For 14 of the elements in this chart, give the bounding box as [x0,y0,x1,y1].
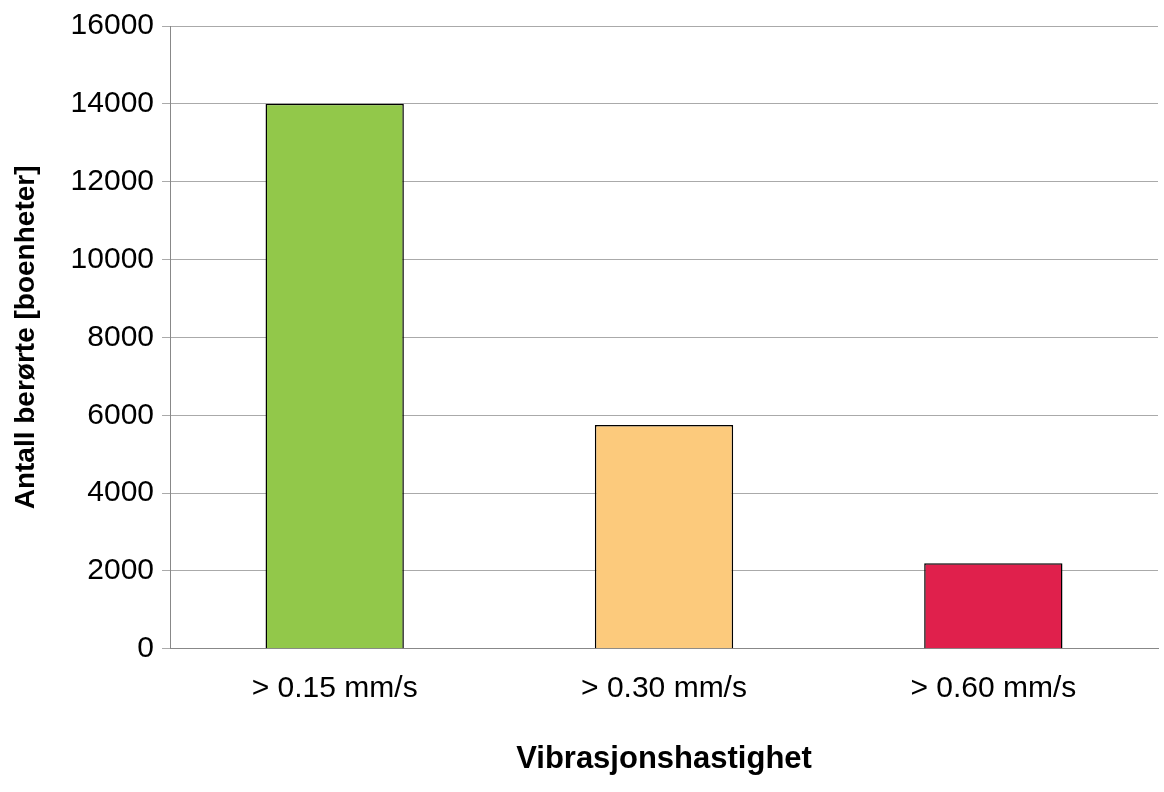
y-tick-label: 6000 [87,396,155,430]
x-tick-label: > 0.15 mm/s [251,670,418,704]
y-tick-label: 0 [137,630,155,664]
y-tick-label: 12000 [70,162,155,196]
x-tick-label: > 0.30 mm/s [581,670,747,704]
y-axis-title: Antall berørte [boenheter] [8,165,40,510]
y-tick-label: 14000 [70,85,155,119]
y-tick-label: 16000 [70,7,155,41]
y-tick-label: 4000 [87,474,155,508]
x-tick-label: > 0.60 mm/s [910,670,1077,704]
y-tick-label: 2000 [87,552,155,586]
y-tick-label: 8000 [87,318,155,352]
x-axis-title: Vibrasjonshastighet [516,739,812,775]
y-tick-label: 10000 [70,240,155,274]
